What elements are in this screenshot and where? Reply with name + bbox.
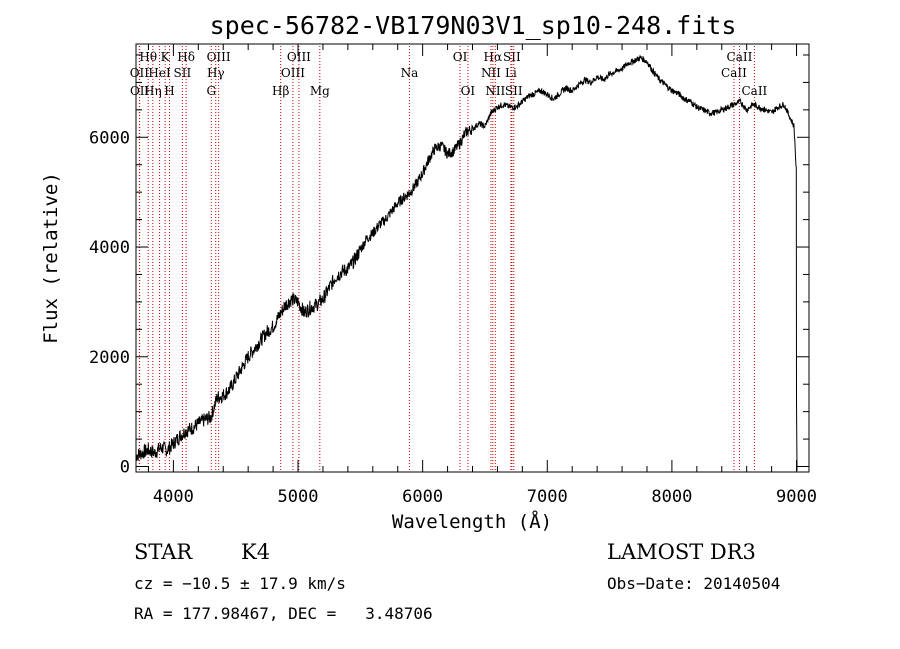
marker-label: Mg — [310, 84, 330, 98]
marker-label: G — [206, 84, 216, 98]
survey-name: LAMOST DR3 — [607, 540, 756, 564]
line-markers: HθHηOIIOIIHeIKHSIIHδGOIIIHγHβOIIIOIIIMgN… — [130, 46, 768, 472]
x-axis-label: Wavelength (Å) — [392, 510, 552, 533]
spectrum-line — [135, 54, 798, 471]
marker-label: OIII — [281, 66, 305, 80]
marker-label: CaII — [727, 50, 753, 64]
x-tick-label: 7000 — [527, 487, 568, 507]
marker-label: HeI — [148, 66, 171, 80]
marker-label: Hδ — [177, 50, 195, 64]
y-tick-label: 2000 — [89, 348, 130, 368]
spectral-subclass: K4 — [241, 540, 271, 564]
marker-label: Hβ — [272, 84, 289, 98]
chart-title: spec-56782-VB179N03V1_sp10-248.fits — [210, 11, 737, 40]
marker-label: Na — [401, 66, 419, 80]
coordinates: RA = 177.98467, DEC = 3.48706 — [134, 604, 433, 623]
redshift-velocity: cz = −10.5 ± 17.9 km/s — [134, 574, 346, 593]
marker-label: Hγ — [207, 66, 225, 80]
spectrum-series — [135, 54, 798, 471]
marker-label: Hα — [484, 50, 503, 64]
marker-label: OI — [453, 50, 468, 64]
marker-label: OI — [461, 84, 476, 98]
marker-label: SII — [503, 50, 521, 64]
x-tick-label: 4000 — [153, 487, 194, 507]
object-class: STAR — [134, 540, 193, 564]
marker-label: OIII — [287, 50, 311, 64]
y-tick-label: 4000 — [89, 238, 130, 258]
marker-label: H — [164, 84, 174, 98]
marker-label: K — [161, 50, 171, 64]
marker-label: OIII — [207, 50, 231, 64]
x-tick-label: 8000 — [651, 487, 692, 507]
marker-label: CaII — [741, 84, 767, 98]
y-tick-label: 6000 — [89, 128, 130, 148]
plot-frame — [135, 43, 810, 473]
marker-label: Hη — [144, 84, 162, 98]
marker-label: SII — [505, 84, 523, 98]
marker-label: CaII — [721, 66, 747, 80]
marker-label: SII — [174, 66, 192, 80]
observation-date: Obs−Date: 20140504 — [607, 574, 781, 593]
y-tick-label: 0 — [120, 458, 130, 478]
marker-label: NII — [485, 84, 505, 98]
x-tick-label: 9000 — [776, 487, 817, 507]
marker-label: Hθ — [139, 50, 157, 64]
x-tick-label: 5000 — [278, 487, 319, 507]
x-tick-label: 6000 — [402, 487, 443, 507]
marker-label: Li — [505, 66, 517, 80]
marker-label: OII — [130, 84, 150, 98]
marker-label: NII — [481, 66, 501, 80]
axis-ticks: 4000 5000 6000 7000 8000 9000 0 2000 4000 6000 — [89, 44, 817, 507]
y-axis-label: Flux (relative) — [40, 172, 62, 344]
